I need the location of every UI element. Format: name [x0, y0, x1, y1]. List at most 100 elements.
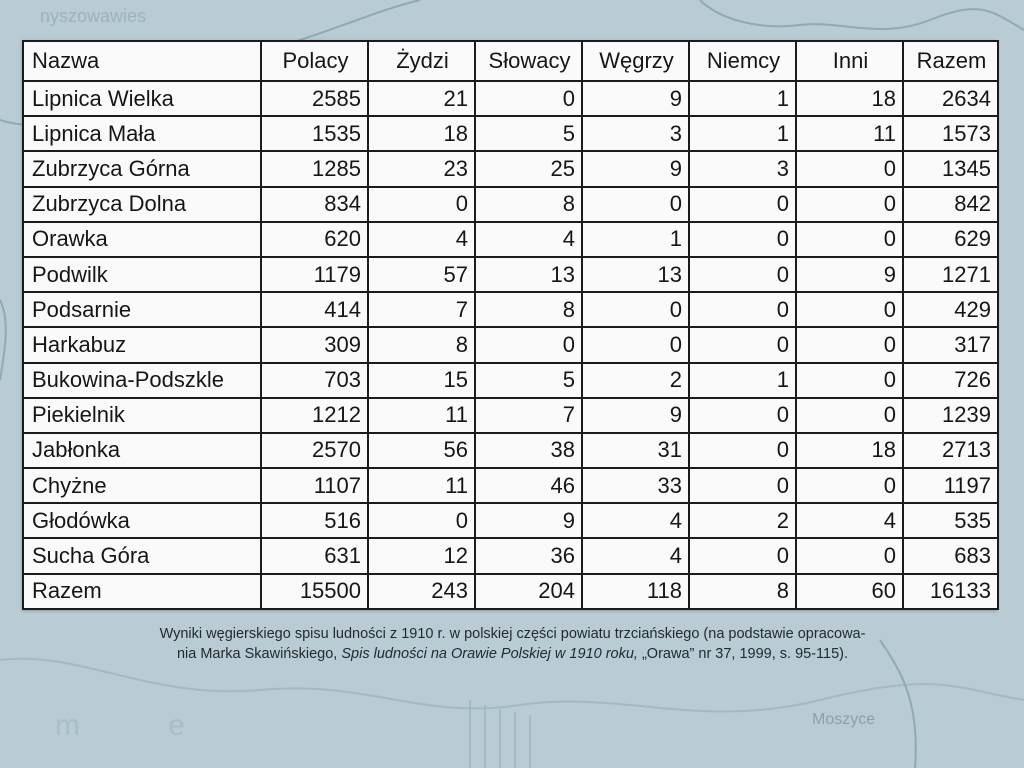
map-label-top: nyszowawies	[40, 6, 146, 26]
table-row: Sucha Góra 631 12 36 4 0 0 683	[22, 537, 999, 575]
value-cell: 4	[795, 502, 904, 540]
caption-text-3: „Orawa” nr 37, 1999, s. 95-115).	[637, 646, 849, 662]
value-cell: 0	[474, 79, 583, 118]
value-cell: 1573	[902, 115, 999, 153]
row-name-cell: Razem	[22, 572, 262, 611]
value-cell: 0	[688, 326, 797, 364]
value-cell: 46	[474, 467, 583, 505]
value-cell: 1345	[902, 150, 999, 188]
value-cell: 15500	[260, 572, 369, 611]
value-cell: 0	[688, 220, 797, 258]
value-cell: 4	[581, 502, 690, 540]
value-cell: 1	[688, 361, 797, 399]
value-cell: 13	[581, 255, 690, 294]
value-cell: 25	[474, 150, 583, 188]
value-cell: 0	[795, 326, 904, 364]
value-cell: 0	[795, 185, 904, 223]
value-cell: 2713	[902, 431, 999, 470]
value-cell: 683	[902, 537, 999, 575]
value-cell: 8	[474, 185, 583, 223]
value-cell: 2	[581, 361, 690, 399]
value-cell: 38	[474, 431, 583, 470]
table-row: Harkabuz 309 8 0 0 0 0 317	[22, 326, 999, 364]
value-cell: 1271	[902, 255, 999, 294]
value-cell: 15	[367, 361, 476, 399]
value-cell: 4	[581, 537, 690, 575]
row-name-cell: Podsarnie	[22, 291, 262, 329]
value-cell: 0	[795, 537, 904, 575]
column-header-2: Żydzi	[367, 40, 476, 82]
value-cell: 535	[902, 502, 999, 540]
value-cell: 3	[581, 115, 690, 153]
value-cell: 36	[474, 537, 583, 575]
value-cell: 0	[581, 291, 690, 329]
table-row: Chyżne 1107 11 46 33 0 0 1197	[22, 467, 999, 505]
column-header-0: Nazwa	[22, 40, 262, 82]
value-cell: 0	[688, 255, 797, 294]
table-header-row: Nazwa Polacy Żydzi Słowacy Węgrzy Niemcy Inni R…	[22, 40, 999, 82]
value-cell: 23	[367, 150, 476, 188]
row-name-cell: Harkabuz	[22, 326, 262, 364]
value-cell: 516	[260, 502, 369, 540]
value-cell: 0	[795, 150, 904, 188]
value-cell: 2570	[260, 431, 369, 470]
value-cell: 0	[688, 467, 797, 505]
value-cell: 13	[474, 255, 583, 294]
table-row: Jabłonka 2570 56 38 31 0 18 2713	[22, 431, 999, 470]
value-cell: 1	[581, 220, 690, 258]
value-cell: 0	[581, 326, 690, 364]
value-cell: 7	[367, 291, 476, 329]
table-row: Bukowina-Podszkle 703 15 5 2 1 0 726	[22, 361, 999, 399]
value-cell: 16133	[902, 572, 999, 611]
value-cell: 2	[688, 502, 797, 540]
table-row: Zubrzyca Dolna 834 0 8 0 0 0 842	[22, 185, 999, 223]
table-row: Podsarnie 414 7 8 0 0 0 429	[22, 291, 999, 329]
value-cell: 5	[474, 361, 583, 399]
value-cell: 1285	[260, 150, 369, 188]
value-cell: 11	[367, 467, 476, 505]
table-row: Podwilk 1179 57 13 13 0 9 1271	[22, 255, 999, 294]
value-cell: 1239	[902, 396, 999, 434]
value-cell: 631	[260, 537, 369, 575]
value-cell: 31	[581, 431, 690, 470]
value-cell: 7	[474, 396, 583, 434]
value-cell: 204	[474, 572, 583, 611]
column-header-5: Niemcy	[688, 40, 797, 82]
row-name-cell: Bukowina-Podszkle	[22, 361, 262, 399]
value-cell: 0	[795, 220, 904, 258]
value-cell: 414	[260, 291, 369, 329]
table-caption: Wyniki węgierskiego spisu ludności z 191…	[60, 624, 965, 664]
row-name-cell: Zubrzyca Dolna	[22, 185, 262, 223]
table-row: Lipnica Mała 1535 18 5 3 1 11 1573	[22, 115, 999, 153]
value-cell: 1197	[902, 467, 999, 505]
row-name-cell: Sucha Góra	[22, 537, 262, 575]
value-cell: 9	[581, 79, 690, 118]
row-name-cell: Jabłonka	[22, 431, 262, 470]
row-name-cell: Chyżne	[22, 467, 262, 505]
value-cell: 3	[688, 150, 797, 188]
value-cell: 0	[688, 431, 797, 470]
caption-title-italic: Spis ludności na Orawie Polskiej w 1910 …	[341, 646, 638, 662]
value-cell: 33	[581, 467, 690, 505]
value-cell: 9	[795, 255, 904, 294]
value-cell: 18	[367, 115, 476, 153]
row-name-cell: Zubrzyca Górna	[22, 150, 262, 188]
table-row: Piekielnik 1212 11 7 9 0 0 1239	[22, 396, 999, 434]
value-cell: 0	[795, 467, 904, 505]
value-cell: 60	[795, 572, 904, 611]
value-cell: 0	[795, 291, 904, 329]
value-cell: 834	[260, 185, 369, 223]
value-cell: 18	[795, 431, 904, 470]
value-cell: 629	[902, 220, 999, 258]
map-label-bottom-right: Moszyce	[812, 711, 875, 728]
caption-text-2: nia Marka Skawińskiego,	[176, 646, 342, 662]
column-header-6: Inni	[795, 40, 904, 82]
value-cell: 9	[581, 396, 690, 434]
value-cell: 726	[902, 361, 999, 399]
value-cell: 1	[688, 79, 797, 118]
value-cell: 1535	[260, 115, 369, 153]
value-cell: 8	[474, 291, 583, 329]
value-cell: 620	[260, 220, 369, 258]
value-cell: 4	[367, 220, 476, 258]
table-row: Orawka 620 4 4 1 0 0 629	[22, 220, 999, 258]
